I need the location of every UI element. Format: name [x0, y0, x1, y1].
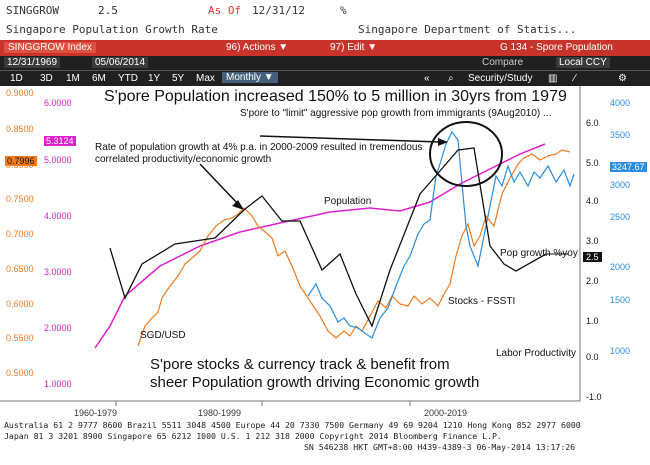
- x-label-2: 2000-2019: [424, 408, 468, 418]
- security-study-button[interactable]: Security/Study: [468, 73, 533, 84]
- laxis-1-5: 0.6500: [6, 264, 34, 274]
- period-1d[interactable]: 1D: [10, 73, 23, 84]
- toolbar-row-2: 12/31/1969 05/06/2014 Compare Local CCY: [0, 56, 650, 70]
- laxis-2-4: 2.0000: [44, 323, 72, 333]
- pop-growth-line: [109, 147, 547, 328]
- population-label: Population: [324, 196, 372, 207]
- edit-menu[interactable]: 97) Edit ▼: [330, 42, 378, 53]
- growth-tag: 2.5: [583, 252, 602, 262]
- raxis-1-1: 3500: [610, 130, 631, 140]
- sgd-label: SGD/USD: [140, 330, 186, 341]
- raxis-2-6: 0.0: [586, 352, 599, 362]
- sgd-tag: 0.7996: [5, 156, 37, 166]
- scroll-left-icon[interactable]: «: [424, 73, 430, 84]
- raxis-1-2: 3000: [610, 180, 631, 190]
- currency-select[interactable]: Local CCY: [556, 57, 610, 68]
- footer-line-1: Australia 61 2 9777 8600 Brazil 5511 304…: [4, 420, 581, 430]
- bottom-text-2: sheer Population growth driving Economic…: [150, 374, 480, 391]
- laxis-2-5: 1.0000: [44, 379, 72, 389]
- laxis-1-7: 0.5500: [6, 333, 34, 343]
- gear-icon[interactable]: ⚙: [618, 73, 627, 84]
- laxis-2-2: 4.0000: [44, 211, 72, 221]
- ticker: SINGGROW: [6, 4, 59, 17]
- raxis-1-4: 2000: [610, 262, 631, 272]
- highlight-circle: [429, 121, 503, 187]
- description: Singapore Population Growth Rate: [6, 23, 218, 36]
- source: Singapore Department of Statis...: [358, 23, 577, 36]
- laxis-1-3: 0.7500: [6, 194, 34, 204]
- raxis-1-0: 4000: [610, 98, 631, 108]
- chart-subtitle: S'pore to "limit" aggressive pop growth …: [240, 108, 552, 119]
- actions-menu[interactable]: 96) Actions ▼: [226, 42, 289, 53]
- population-tag: 5.3124: [44, 136, 76, 146]
- page-title: G 134 - Spore Population: [500, 42, 613, 53]
- x-label-1: 1980-1999: [198, 408, 242, 418]
- footer-line-2: Japan 81 3 3201 8900 Singapore 65 6212 1…: [4, 431, 502, 441]
- raxis-2-0: 6.0: [586, 118, 599, 128]
- x-label-0: 1960-1979: [74, 408, 118, 418]
- chart-area: [0, 86, 650, 416]
- raxis-1-6: 1000: [610, 346, 631, 356]
- start-date-input[interactable]: 12/31/1969: [4, 57, 61, 68]
- period-max[interactable]: Max: [196, 73, 215, 84]
- laxis-2-0: 6.0000: [44, 98, 72, 108]
- footer-line-3: SN 546238 HKT GMT+8:00 H439-4389-3 06-Ma…: [304, 442, 576, 452]
- stocks-line: [307, 130, 575, 339]
- period-3d[interactable]: 3D: [40, 73, 53, 84]
- raxis-2-4: 2.0: [586, 276, 599, 286]
- period-5y[interactable]: 5Y: [172, 73, 185, 84]
- stocks-label: Stocks - FSSTI: [448, 296, 516, 307]
- raxis-1-3: 2500: [610, 212, 631, 222]
- search-icon[interactable]: ⌕: [448, 73, 454, 84]
- line-icon[interactable]: ⁄: [574, 73, 576, 84]
- laxis-1-8: 0.5000: [6, 368, 34, 378]
- toolbar-row-1: SINGGROW Index 96) Actions ▼ 97) Edit ▼ …: [0, 40, 650, 56]
- end-date-input[interactable]: 05/06/2014: [92, 57, 149, 68]
- unit-label: %: [340, 4, 347, 17]
- raxis-2-2: 4.0: [586, 196, 599, 206]
- period-6m[interactable]: 6M: [92, 73, 106, 84]
- stocks-tag: 3247.67: [610, 162, 647, 172]
- asof-date: 12/31/12: [252, 4, 305, 17]
- labor-label: Labor Productivity: [496, 348, 577, 359]
- laxis-1-1: 0.8500: [6, 124, 34, 134]
- laxis-1-6: 0.6000: [6, 299, 34, 309]
- laxis-2-1: 5.0000: [44, 155, 72, 165]
- index-label[interactable]: SINGGROW Index: [4, 42, 96, 53]
- laxis-1-4: 0.7000: [6, 229, 34, 239]
- period-1m[interactable]: 1M: [66, 73, 80, 84]
- population-line: [94, 143, 546, 349]
- period-ytd[interactable]: YTD: [118, 73, 138, 84]
- asof-label: As Of: [208, 4, 242, 17]
- raxis-1-5: 1500: [610, 295, 631, 305]
- sgd-line: [137, 149, 571, 347]
- compare-checkbox[interactable]: Compare: [482, 57, 524, 68]
- toolbar-row-3: 1D 3D 1M 6M YTD 1Y 5Y Max Monthly ▼ « ⌕ …: [0, 70, 650, 87]
- raxis-2-5: 1.0: [586, 316, 599, 326]
- raxis-2-1: 5.0: [586, 158, 599, 168]
- frequency-select[interactable]: Monthly ▼: [222, 72, 278, 83]
- period-1y[interactable]: 1Y: [148, 73, 161, 84]
- header-value: 2.5: [98, 4, 118, 17]
- raxis-2-7: -1.0: [586, 392, 602, 402]
- raxis-2-3: 3.0: [586, 236, 599, 246]
- laxis-2-3: 3.0000: [44, 267, 72, 277]
- bottom-text-1: S'pore stocks & currency track & benefit…: [150, 356, 450, 373]
- pop-growth-label: Pop growth %yoy: [500, 248, 578, 259]
- laxis-1-0: 0.9000: [6, 88, 34, 98]
- growth-note: Rate of population growth at 4% p.a. in …: [95, 142, 423, 165]
- candles-icon[interactable]: ▥: [548, 73, 558, 84]
- chart-title: S'pore Population increased 150% to 5 mi…: [104, 88, 567, 105]
